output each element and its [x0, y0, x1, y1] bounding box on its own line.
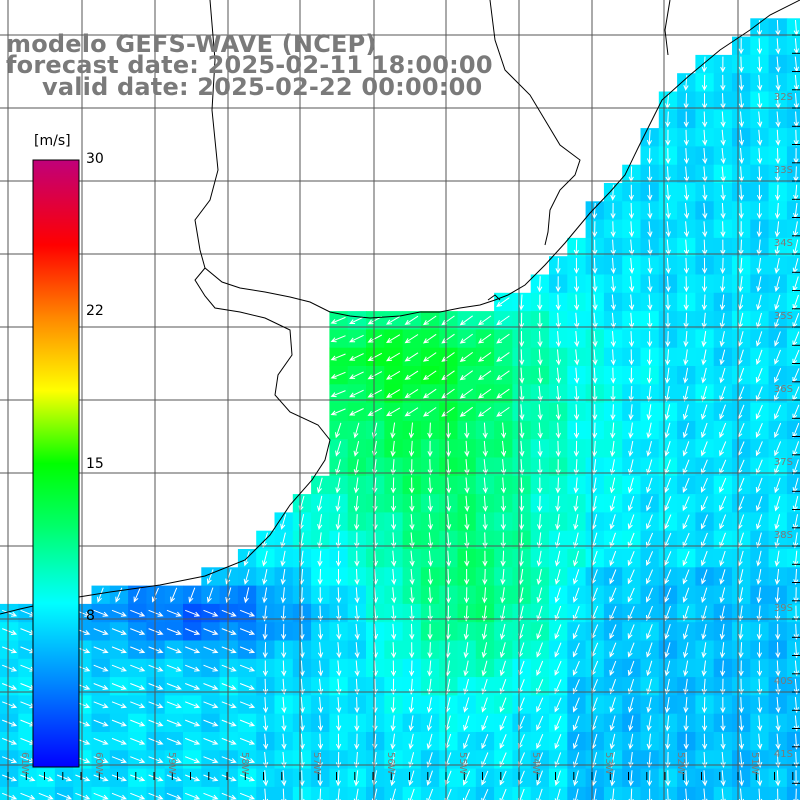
lon-label: 53W: [603, 752, 614, 775]
wind-speed-cell: [787, 567, 800, 586]
lat-label: 33S: [774, 165, 793, 176]
wind-speed-cell: [494, 787, 513, 800]
wind-speed-cell: [787, 586, 800, 605]
wind-speed-cell: [421, 787, 440, 800]
lat-label: 41S: [774, 749, 793, 760]
lon-label: 60W: [93, 752, 104, 775]
wind-speed-cell: [787, 695, 800, 714]
lat-label: 32S: [774, 92, 793, 103]
wind-speed-cell: [787, 37, 800, 56]
lat-label: 38S: [774, 530, 793, 541]
wind-speed-cell: [439, 787, 458, 800]
valid-date: valid date: 2025-02-22 00:00:00: [42, 75, 482, 99]
lat-label: 35S: [774, 311, 793, 322]
lon-label: 54W: [530, 752, 541, 775]
lat-label: 37S: [774, 457, 793, 468]
lon-label: 55W: [457, 752, 468, 775]
political-border: [490, 0, 580, 245]
lat-label: 39S: [774, 603, 793, 614]
colorbar-tick-8: 8: [86, 608, 95, 624]
wind-speed-cell: [787, 769, 800, 788]
wind-speed-field: [0, 18, 800, 800]
wind-speed-cell: [787, 146, 800, 165]
wind-speed-cell: [787, 787, 800, 800]
wind-speed-cell: [787, 732, 800, 751]
wind-speed-cell: [787, 18, 800, 37]
colorbar-tick-15: 15: [86, 456, 104, 472]
colorbar-gradient: [33, 160, 79, 767]
colorbar: [33, 160, 79, 767]
wind-speed-cell: [476, 787, 495, 800]
wind-speed-cell: [787, 128, 800, 147]
colorbar-tick-22: 22: [86, 303, 104, 319]
wind-speed-cell: [403, 787, 422, 800]
political-border: [665, 0, 670, 55]
wind-speed-cell: [787, 659, 800, 678]
lat-label: 34S: [774, 238, 793, 249]
lat-label: 40S: [774, 676, 793, 687]
wind-speed-cell: [384, 787, 403, 800]
lat-label: 36S: [774, 384, 793, 395]
lon-label: 56W: [385, 752, 396, 775]
lon-label: 59W: [166, 752, 177, 775]
wind-speed-cell: [512, 787, 531, 800]
lon-label: 52W: [675, 752, 686, 775]
wind-speed-cell: [787, 55, 800, 74]
wind-speed-cell: [787, 73, 800, 92]
wind-speed-cell: [787, 110, 800, 129]
wind-speed-cell: [531, 787, 550, 800]
wind-speed-cell: [787, 549, 800, 568]
colorbar-unit: [m/s]: [34, 133, 71, 149]
wind-speed-cell: [787, 714, 800, 733]
wind-speed-cell: [549, 787, 568, 800]
lon-label: 61W: [19, 752, 30, 775]
lon-label: 58W: [239, 752, 250, 775]
lon-label: 57W: [311, 752, 322, 775]
wind-speed-cell: [458, 787, 477, 800]
wind-speed-cell: [787, 641, 800, 660]
lon-label: 51W: [749, 752, 760, 775]
colorbar-tick-30: 30: [86, 151, 104, 167]
wind-speed-cell: [787, 622, 800, 641]
